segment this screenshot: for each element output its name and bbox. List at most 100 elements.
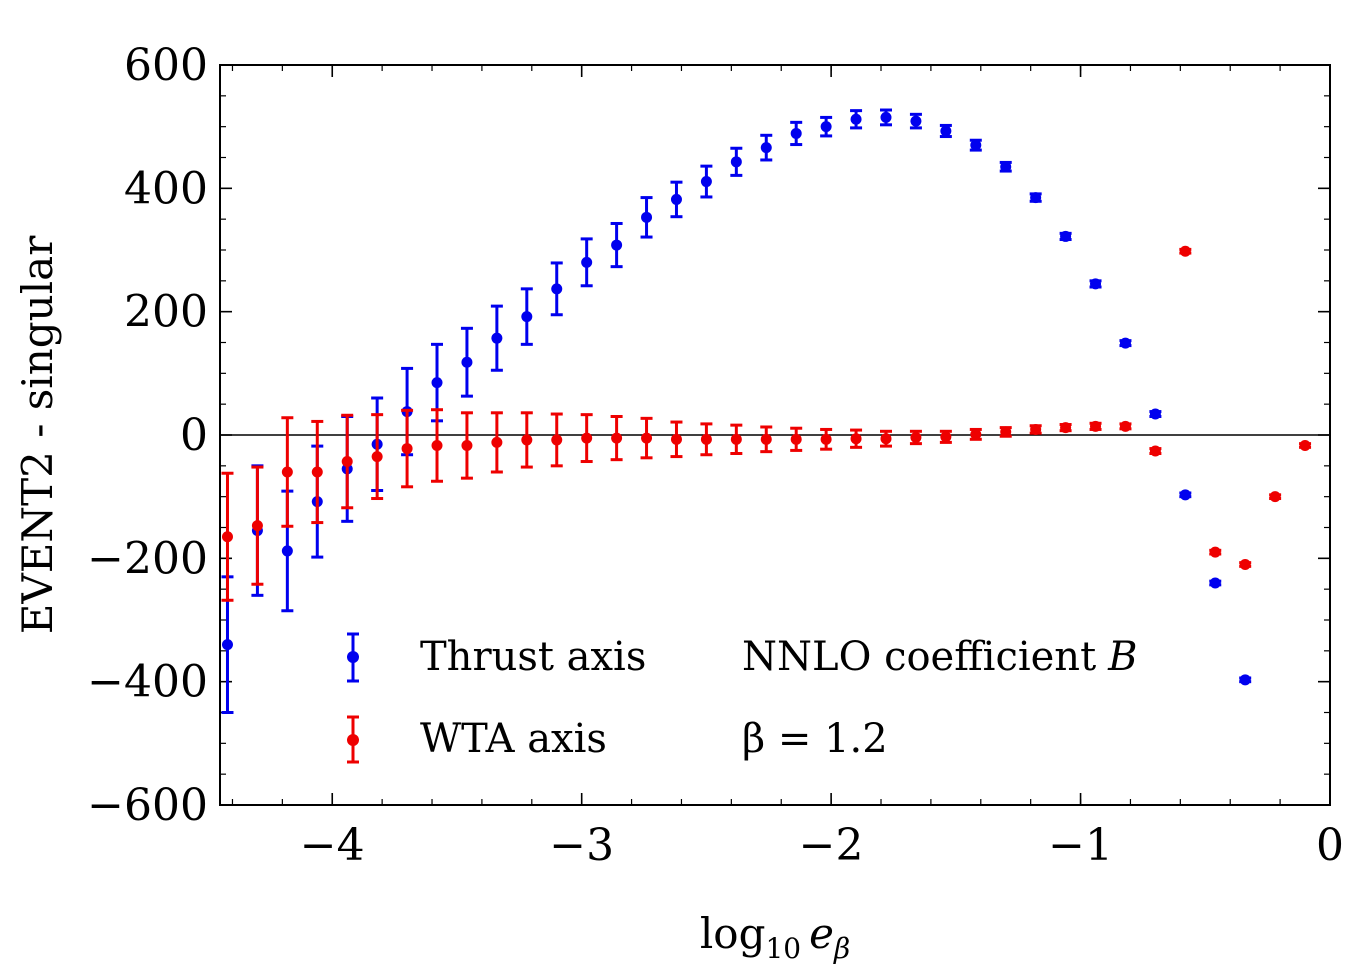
y-tick-label: 200 bbox=[124, 287, 208, 338]
thrust-axis-data-point bbox=[1059, 230, 1072, 242]
thrust-axis-data-point bbox=[1149, 408, 1162, 420]
thrust-axis-marker bbox=[221, 639, 233, 651]
wta-axis-marker bbox=[401, 443, 413, 455]
wta-axis-data-point bbox=[880, 429, 892, 448]
wta-axis-data-point bbox=[1059, 422, 1072, 434]
x-axis-title-base: log bbox=[700, 909, 766, 958]
wta-axis-data-point bbox=[670, 420, 683, 459]
thrust-axis-data-point bbox=[580, 237, 593, 288]
annotation-nnlo-text: NNLO coefficient bbox=[742, 634, 1096, 680]
wta-axis-marker bbox=[551, 434, 563, 446]
wta-axis-data-point bbox=[1179, 245, 1192, 257]
wta-axis-data-point bbox=[730, 423, 743, 455]
wta-axis-data-point bbox=[1029, 423, 1042, 435]
thrust-axis-data-point bbox=[460, 326, 473, 398]
thrust-axis-data-point bbox=[880, 108, 892, 127]
wta-axis-marker bbox=[341, 456, 353, 468]
thrust-axis-marker bbox=[611, 239, 623, 251]
wta-axis-data-point bbox=[341, 413, 354, 510]
thrust-axis-marker bbox=[760, 142, 772, 154]
wta-axis-data-point bbox=[281, 416, 294, 528]
thrust-axis-marker bbox=[1090, 278, 1102, 290]
thrust-axis-marker bbox=[1119, 337, 1131, 349]
thrust-axis-marker bbox=[790, 127, 802, 139]
wta-axis-data-point bbox=[550, 412, 563, 468]
x-axis-title: log10 eβ bbox=[700, 909, 850, 965]
thrust-axis-marker bbox=[1239, 674, 1251, 686]
wta-axis-data-point bbox=[1119, 420, 1132, 432]
thrust-axis-marker bbox=[581, 256, 593, 268]
wta-axis-marker bbox=[1149, 445, 1161, 457]
wta-axis-marker bbox=[431, 439, 443, 451]
thrust-axis-marker bbox=[1030, 192, 1042, 204]
thrust-axis-data-point bbox=[550, 261, 563, 317]
thrust-axis-data-point bbox=[700, 164, 713, 199]
wta-axis-marker bbox=[940, 431, 952, 443]
thrust-axis-data-point bbox=[760, 133, 773, 162]
wta-axis-marker bbox=[311, 466, 323, 478]
thrust-axis-marker bbox=[1000, 161, 1012, 173]
y-tick-label: −600 bbox=[87, 780, 208, 831]
y-tick-label: 0 bbox=[180, 410, 208, 461]
wta-axis-marker bbox=[1209, 546, 1221, 558]
thrust-axis-data-point bbox=[490, 304, 503, 372]
thrust-axis-marker bbox=[1060, 230, 1072, 242]
ticks-layer: −4 −3 −2 −1 0 −600 −400 −200 0 200 400 600 bbox=[87, 40, 1344, 871]
annotation-nnlo-var: B bbox=[1107, 634, 1137, 680]
wta-axis-data-point bbox=[820, 427, 833, 451]
wta-axis-data-point bbox=[909, 429, 922, 446]
wta-axis-data-point bbox=[1299, 439, 1312, 451]
thrust-axis-marker bbox=[461, 356, 473, 368]
wta-axis-marker bbox=[910, 431, 922, 443]
wta-axis-data-point bbox=[1269, 491, 1282, 503]
y-tick-label: 600 bbox=[124, 40, 208, 91]
y-tick-label: −200 bbox=[87, 533, 208, 584]
wta-axis-marker bbox=[700, 433, 712, 445]
wta-axis-data-point bbox=[999, 426, 1012, 438]
wta-axis-data-point bbox=[490, 411, 503, 474]
thrust-axis-data-point bbox=[730, 146, 743, 177]
wta-axis-data-point bbox=[431, 408, 444, 483]
wta-axis-marker bbox=[1269, 491, 1281, 503]
wta-axis-marker bbox=[1090, 420, 1102, 432]
thrust-axis-marker bbox=[641, 211, 653, 223]
thrust-axis-data-point bbox=[1239, 674, 1252, 686]
x-tick-label: −2 bbox=[799, 820, 864, 871]
wta-axis-marker bbox=[970, 428, 982, 440]
thrust-axis-data-point bbox=[610, 221, 623, 269]
wta-axis-marker bbox=[670, 433, 682, 445]
wta-axis-marker bbox=[611, 432, 623, 444]
annotation-beta: β = 1.2 bbox=[742, 716, 888, 762]
wta-axis-data-point bbox=[850, 428, 863, 449]
wta-axis-data-point bbox=[1209, 546, 1222, 558]
wta-axis-data-point bbox=[760, 425, 773, 454]
x-axis-title-sub1: 10 bbox=[765, 932, 801, 965]
thrust-axis-marker bbox=[551, 283, 563, 295]
wta-axis-data-point bbox=[939, 429, 952, 444]
thrust-axis-data-point bbox=[670, 180, 683, 219]
wta-axis-marker bbox=[850, 433, 862, 445]
thrust-axis-marker bbox=[1209, 577, 1221, 589]
x-tick-label: 0 bbox=[1316, 820, 1344, 871]
y-tick-label: 400 bbox=[124, 163, 208, 214]
wta-axis-data-point bbox=[221, 471, 234, 602]
thrust-axis-data-point bbox=[939, 123, 952, 139]
thrust-axis-marker bbox=[431, 377, 443, 389]
wta-axis-marker bbox=[1239, 559, 1251, 570]
wta-axis-marker bbox=[1179, 245, 1191, 257]
wta-axis-marker bbox=[1060, 422, 1072, 434]
thrust-axis-marker bbox=[281, 545, 293, 557]
thrust-axis-marker bbox=[730, 156, 742, 168]
thrust-axis-marker bbox=[880, 111, 892, 123]
wta-axis-marker bbox=[491, 436, 503, 448]
wta-axis-marker bbox=[1000, 426, 1012, 438]
wta-axis-marker bbox=[461, 439, 473, 451]
thrust-axis-marker bbox=[1149, 408, 1161, 420]
x-axis-title-sub2: β bbox=[833, 932, 850, 965]
thrust-axis-data-point bbox=[1089, 278, 1102, 290]
wta-axis-marker bbox=[221, 531, 233, 543]
x-tick-label: −4 bbox=[300, 820, 365, 871]
thrust-axis-marker bbox=[820, 121, 832, 133]
thrust-axis-marker bbox=[940, 125, 952, 137]
